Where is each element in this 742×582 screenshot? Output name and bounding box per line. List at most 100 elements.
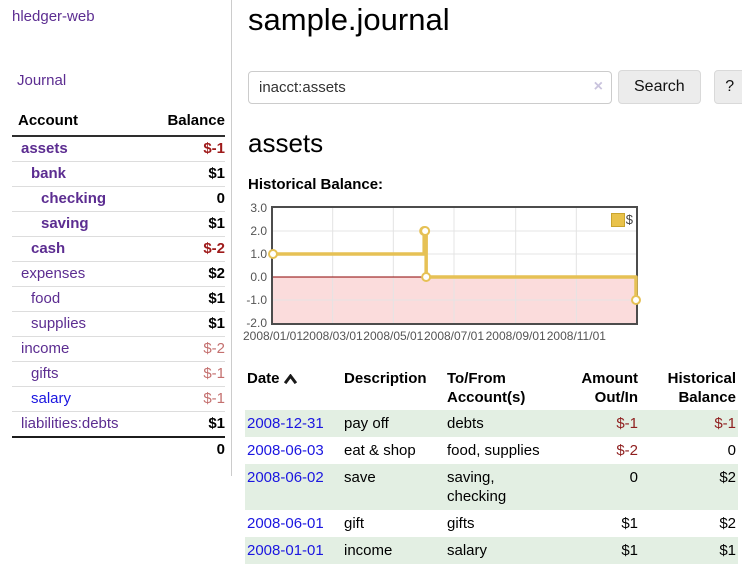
register-date-cell: 2008-06-03 xyxy=(245,437,342,464)
register-accounts-cell: food, supplies xyxy=(447,442,540,459)
account-link[interactable]: cash xyxy=(31,240,66,257)
account-name-cell: saving xyxy=(12,211,151,237)
register-row: 2008-06-02 save saving, checking 0 $2 xyxy=(245,464,738,510)
account-row: expenses $2 xyxy=(12,261,225,287)
account-link[interactable]: salary xyxy=(31,390,72,407)
account-balance: $1 xyxy=(150,311,225,337)
transaction-date-link[interactable]: 2008-06-02 xyxy=(247,469,324,486)
y-tick-label: -2.0 xyxy=(246,316,267,330)
x-tick-label: 2008/09/01 xyxy=(485,329,546,343)
account-name-cell: food xyxy=(12,286,151,312)
legend-label: $ xyxy=(625,212,633,227)
account-name-cell: cash xyxy=(12,236,151,262)
account-balance: $1 xyxy=(150,411,225,437)
account-rows: assets $-1 bank $1 checking 0 saving $1 cash $-2 e… xyxy=(12,136,225,437)
register-amount-cell: $1 xyxy=(621,542,638,559)
main-content: sample.journal × Search ? assets Histori… xyxy=(232,0,742,564)
account-name-cell: liabilities:debts xyxy=(12,411,151,437)
account-name-cell: income xyxy=(12,336,151,362)
transaction-date-link[interactable]: 2008-12-31 xyxy=(247,415,324,432)
account-link[interactable]: bank xyxy=(31,165,67,182)
account-balance: $1 xyxy=(150,286,225,312)
register-description-cell: eat & shop xyxy=(344,442,416,459)
register-balance-cell: $2 xyxy=(719,469,736,486)
register-accounts-cell: salary xyxy=(447,542,488,559)
legend-swatch-icon xyxy=(610,212,625,227)
y-axis-labels: 3.0 2.0 1.0 0.0 -1.0 -2.0 xyxy=(242,201,267,330)
page-title: sample.journal xyxy=(248,2,450,37)
register-date-cell: 2008-12-31 xyxy=(245,410,342,437)
accounts-table: Account Balance assets $-1 bank $1 checking 0… xyxy=(12,108,225,462)
account-balance: $1 xyxy=(150,161,225,187)
account-name-cell: expenses xyxy=(12,261,151,287)
account-row: saving $1 xyxy=(12,211,225,237)
chart-plot-area: $ xyxy=(268,206,641,325)
register-balance-cell: $2 xyxy=(719,515,736,532)
transaction-date-link[interactable]: 2008-06-03 xyxy=(247,442,324,459)
search-button[interactable]: Search xyxy=(618,70,701,104)
transaction-date-link[interactable]: 2008-06-01 xyxy=(247,515,324,532)
account-link[interactable]: saving xyxy=(41,215,89,232)
register-balance-cell: 0 xyxy=(727,442,736,459)
register-header-accounts: To/From Account(s) xyxy=(447,370,526,406)
register-header-date[interactable]: Date xyxy=(245,366,342,410)
transaction-date-link[interactable]: 2008-01-01 xyxy=(247,542,324,559)
register-header-amount: Amount Out/In xyxy=(581,370,638,406)
accounts-total-value: 0 xyxy=(150,436,225,462)
account-balance: $-1 xyxy=(203,140,225,157)
account-balance: $-1 xyxy=(150,386,225,412)
account-link[interactable]: income xyxy=(21,340,70,357)
clear-search-icon[interactable]: × xyxy=(593,77,603,95)
help-button[interactable]: ? xyxy=(713,70,742,104)
accounts-total-row: 0 xyxy=(12,436,225,462)
search-bar: × Search ? xyxy=(248,70,742,104)
account-row: salary $-1 xyxy=(12,386,225,412)
account-link[interactable]: assets xyxy=(21,140,68,157)
register-date-cell: 2008-06-01 xyxy=(245,510,342,537)
account-link[interactable]: gifts xyxy=(31,365,59,382)
x-axis-labels: 2008/01/01 2008/03/01 2008/05/01 2008/07/01… xyxy=(243,329,742,345)
x-tick-label: 2008/07/01 xyxy=(423,329,485,343)
chart-canvas xyxy=(268,208,641,323)
sort-ascending-icon xyxy=(283,373,297,385)
account-balance: $-2 xyxy=(150,236,225,262)
account-heading: assets xyxy=(248,128,324,158)
account-link[interactable]: expenses xyxy=(21,265,86,282)
register-header-balance: Historical Balance xyxy=(667,370,736,406)
account-link[interactable]: checking xyxy=(41,190,107,207)
register-description-cell: pay off xyxy=(344,415,389,432)
register-balance-cell: $1 xyxy=(719,542,736,559)
register-date-cell: 2008-06-02 xyxy=(245,464,342,510)
account-name-cell: bank xyxy=(12,161,151,187)
account-link[interactable]: food xyxy=(31,290,61,307)
register-balance-cell: $-1 xyxy=(714,415,736,432)
chart-title: Historical Balance: xyxy=(248,176,384,193)
register-rows: 2008-12-31 pay off debts $-1 $-1 2008-06-03 ea… xyxy=(245,410,738,564)
account-link[interactable]: liabilities:debts xyxy=(21,415,119,432)
x-tick-label: 2008/03/01 xyxy=(302,329,363,343)
x-tick-label: 2008/01/01 xyxy=(242,329,304,343)
account-row: gifts $-1 xyxy=(12,361,225,387)
account-row: supplies $1 xyxy=(12,311,225,337)
register-row: 2008-06-01 gift gifts $1 $2 xyxy=(245,510,738,537)
account-balance: $2 xyxy=(150,261,225,287)
account-row: bank $1 xyxy=(12,161,225,187)
app-brand-link[interactable]: hledger-web xyxy=(12,8,95,25)
account-link[interactable]: supplies xyxy=(31,315,87,332)
register-amount-cell: $-2 xyxy=(616,442,638,459)
account-balance: $-1 xyxy=(150,361,225,387)
account-name-cell: checking xyxy=(12,186,151,212)
x-tick-label: 2008/11/01 xyxy=(546,329,606,343)
sidebar-item-journal[interactable]: Journal xyxy=(17,72,67,89)
register-row: 2008-01-01 income salary $1 $1 xyxy=(245,537,738,564)
account-balance: 0 xyxy=(150,186,225,212)
x-tick-label: 2008/05/01 xyxy=(363,329,424,343)
search-input[interactable] xyxy=(248,70,612,104)
account-balance: $1 xyxy=(150,211,225,237)
account-name-cell: gifts xyxy=(12,361,151,387)
y-tick-label: 3.0 xyxy=(250,201,267,215)
account-row: cash $-2 xyxy=(12,236,225,262)
register-table: Date Description To/From Account(s) Amou… xyxy=(245,366,738,564)
account-name-cell: supplies xyxy=(12,311,151,337)
account-row: assets $-1 xyxy=(12,136,225,162)
